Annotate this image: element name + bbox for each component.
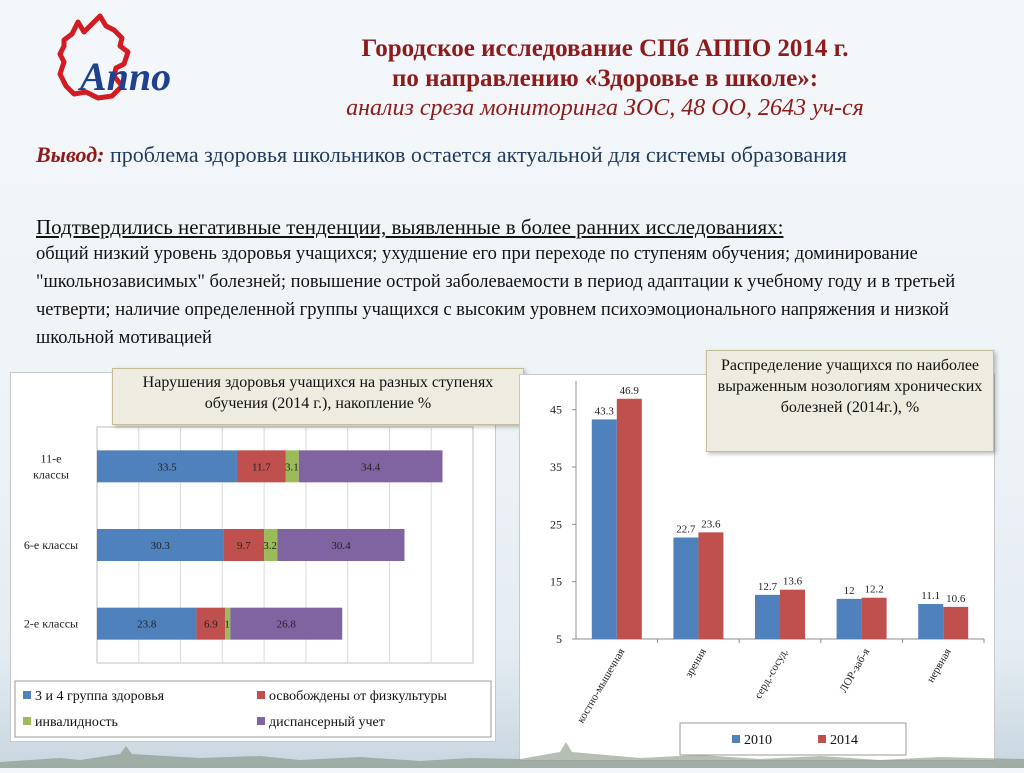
y-tick-label: 25 xyxy=(550,517,562,531)
category-label: классы xyxy=(33,467,69,481)
y-tick-label: 15 xyxy=(550,575,562,589)
findings-paragraph: Подтвердились негативные тенденции, выяв… xyxy=(36,214,996,352)
category-label: серд.-сосуд. xyxy=(752,646,790,701)
findings-heading: Подтвердились негативные тенденции, выяв… xyxy=(36,215,784,239)
title-subtitle: анализ среза мониторинга ЗОС, 48 ОО, 264… xyxy=(346,95,864,121)
bar-segment xyxy=(97,607,197,640)
bar-segment xyxy=(236,450,286,483)
legend-box xyxy=(679,722,907,756)
bar xyxy=(861,597,887,639)
title-line-2: по направлению «Здоровье в школе»: xyxy=(391,65,819,92)
data-label: 11.7 xyxy=(252,461,271,473)
legend-swatch xyxy=(23,691,31,699)
data-label: 12.2 xyxy=(864,584,883,596)
bar xyxy=(836,598,862,639)
data-label: 30.4 xyxy=(331,540,351,552)
conclusion: Вывод: проблема здоровья школьников оста… xyxy=(36,140,996,170)
bar-segment xyxy=(264,529,278,561)
bar xyxy=(698,532,724,639)
data-label: 3.1 xyxy=(285,461,299,473)
appo-logo: Аппо xyxy=(50,12,175,107)
y-tick-label: 45 xyxy=(550,403,562,417)
city-skyline xyxy=(0,740,1024,768)
bar-segment xyxy=(196,607,226,640)
chart-left-title: Нарушения здоровья учащихся на разных ст… xyxy=(112,368,524,425)
bar xyxy=(943,606,969,639)
bar-segment xyxy=(298,450,443,483)
bar-segment xyxy=(285,450,299,483)
data-label: 10.6 xyxy=(946,593,966,605)
data-label: 30.3 xyxy=(151,540,171,552)
data-label: 26.8 xyxy=(277,619,297,631)
bar-segment xyxy=(230,607,343,640)
data-label: 34.4 xyxy=(361,461,381,473)
legend-label: 3 и 4 группа здоровья xyxy=(35,689,165,704)
legend-swatch xyxy=(818,735,826,743)
bar xyxy=(755,594,780,639)
data-label: 9.7 xyxy=(237,540,251,552)
y-tick-label: 5 xyxy=(556,632,562,646)
category-label: 11-е xyxy=(41,451,62,465)
category-label: 2-е классы xyxy=(24,617,78,631)
data-label: 23.6 xyxy=(701,518,721,530)
category-label: 6-е классы xyxy=(24,538,78,552)
logo-text: Аппо xyxy=(77,54,171,99)
data-label: 23.8 xyxy=(137,619,157,631)
data-label: 43.3 xyxy=(595,405,615,417)
conclusion-label: Вывод: xyxy=(36,142,105,167)
bar xyxy=(673,537,699,639)
bar xyxy=(780,589,805,639)
data-label: 12.7 xyxy=(758,581,778,593)
data-label: 33.5 xyxy=(157,461,177,473)
bar xyxy=(591,419,617,639)
category-label: нервная xyxy=(925,647,954,685)
bar xyxy=(616,398,642,639)
data-label: 13.6 xyxy=(783,576,803,588)
bar-segment xyxy=(97,450,237,483)
slide-title: Городское исследование СПб АППО 2014 г. … xyxy=(210,34,1000,122)
legend-box xyxy=(14,680,492,738)
data-label: 12 xyxy=(844,585,855,597)
data-label: 11.1 xyxy=(921,590,940,602)
category-label: костно-мышечная xyxy=(575,647,627,726)
data-label: 46.9 xyxy=(620,385,640,397)
legend-label: инвалидность xyxy=(35,715,118,730)
title-line-1: Городское исследование СПб АППО 2014 г. xyxy=(361,35,849,62)
bar xyxy=(918,604,944,639)
legend-swatch xyxy=(257,691,265,699)
legend-label: диспансерный учет xyxy=(269,715,385,730)
bar-segment xyxy=(97,529,224,561)
legend-label: 2014 xyxy=(830,733,858,748)
legend-swatch xyxy=(732,735,740,743)
legend-label: 2010 xyxy=(744,733,772,748)
data-label: 3.2 xyxy=(263,540,277,552)
grouped-bar-chart: 45 35 25 15 5 43.3 46.9 костно-мышечная 22.7 23.6… xyxy=(550,381,985,756)
conclusion-text: проблема здоровья школьников остается ак… xyxy=(104,142,847,167)
findings-body: общий низкий уровень здоровья учащихся; … xyxy=(36,244,956,348)
y-tick-label: 35 xyxy=(550,460,562,474)
legend-swatch xyxy=(23,717,31,725)
category-label: зрения xyxy=(683,647,709,680)
chart-right-title: Распределение учащихся по наиболее выраж… xyxy=(706,350,994,452)
bar-segment xyxy=(277,529,405,561)
data-label: 6.9 xyxy=(204,619,218,631)
stacked-bar-chart: 33.5 11.7 3.1 34.4 11-е классы 30.3 9.7 3.2 30.4 6… xyxy=(14,426,492,738)
chart-left-panel: 33.5 11.7 3.1 34.4 11-е классы 30.3 9.7 3.2 30.4 6… xyxy=(10,372,496,742)
data-label: 22.7 xyxy=(676,524,696,536)
legend-swatch xyxy=(257,717,265,725)
bar-segment xyxy=(223,529,265,561)
bar-segment xyxy=(225,607,231,640)
legend-label: освобождены от физкультуры xyxy=(269,689,448,704)
category-label: ЛОР-заб-я xyxy=(837,647,872,695)
